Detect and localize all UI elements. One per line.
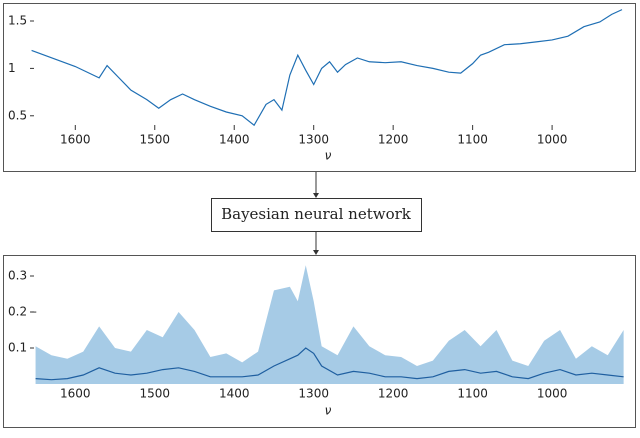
y-tick-label: 1.5 [8, 14, 27, 28]
arrow-head [313, 250, 319, 255]
x-tick-label: 1500 [139, 387, 170, 401]
x-tick-label: 1200 [378, 387, 409, 401]
x-tick-label: 1400 [219, 133, 250, 147]
flow-label: Bayesian neural network [221, 205, 412, 223]
x-tick-label: 1400 [219, 387, 250, 401]
flow-box [211, 198, 422, 232]
arrow-head [313, 193, 319, 198]
x-tick-label: 1300 [298, 133, 329, 147]
x-tick-label: 1600 [60, 387, 91, 401]
panel-frame [3, 255, 636, 428]
y-tick-label: 0.2 – [8, 305, 37, 319]
y-tick-label: 0.5 [8, 108, 27, 122]
x-axis-label: ν [325, 149, 332, 163]
x-tick-label: 1100 [457, 133, 488, 147]
y-tick-label: 0.3 [8, 269, 27, 283]
x-tick-label: 1000 [537, 133, 568, 147]
y-tick-label: 0.1 [8, 341, 27, 355]
x-tick-label: 1200 [378, 133, 409, 147]
x-tick-label: 1000 [537, 387, 568, 401]
y-tick-label: 1 [8, 61, 16, 75]
mean-line [35, 347, 624, 381]
uncertainty-band [35, 265, 624, 384]
data-line [31, 9, 623, 127]
x-tick-label: 1300 [298, 387, 329, 401]
x-axis-label: ν [325, 404, 332, 418]
x-tick-label: 1500 [139, 133, 170, 147]
x-tick-label: 1600 [60, 133, 91, 147]
panel-frame [3, 3, 636, 172]
x-tick-label: 1100 [457, 387, 488, 401]
